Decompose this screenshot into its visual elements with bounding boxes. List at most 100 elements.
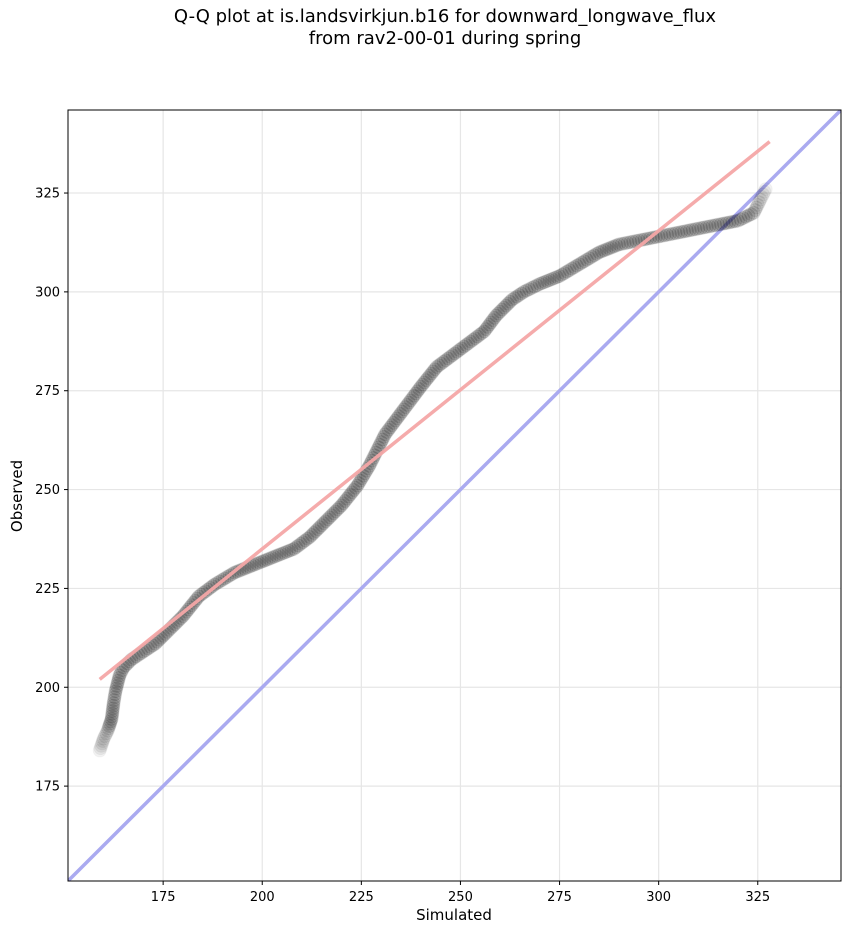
y-tick-label: 250 bbox=[35, 483, 60, 498]
quantile-point bbox=[95, 734, 110, 749]
quantile-point bbox=[348, 480, 363, 495]
quantile-point bbox=[668, 226, 683, 241]
quantile-point bbox=[338, 493, 353, 508]
quantile-point bbox=[555, 267, 570, 282]
quantile-point bbox=[381, 422, 396, 437]
quantile-point bbox=[101, 721, 116, 736]
quantile-point bbox=[346, 483, 361, 498]
quantile-point bbox=[383, 420, 398, 435]
quantile-point bbox=[447, 346, 462, 361]
quantile-point bbox=[379, 424, 394, 439]
x-tick-label: 175 bbox=[151, 890, 176, 905]
quantile-point bbox=[620, 235, 635, 250]
y-tick-label: 225 bbox=[35, 582, 60, 597]
quantile-point bbox=[671, 225, 686, 240]
quantile-point bbox=[302, 530, 317, 545]
quantile-point bbox=[677, 224, 692, 239]
quantile-point bbox=[480, 319, 495, 334]
y-tick-label: 200 bbox=[35, 681, 60, 696]
quantile-point bbox=[468, 331, 483, 346]
quantile-point bbox=[247, 557, 262, 572]
quantile-point bbox=[599, 242, 614, 257]
quantile-point bbox=[472, 327, 487, 342]
quantile-point bbox=[750, 197, 765, 212]
quantile-point bbox=[99, 726, 114, 741]
quantile-point bbox=[384, 418, 399, 433]
quantile-point bbox=[390, 411, 405, 426]
quantile-point bbox=[532, 276, 547, 291]
quantile-point bbox=[607, 239, 622, 254]
x-tick-label: 225 bbox=[349, 890, 374, 905]
quantile-point bbox=[412, 382, 427, 397]
quantile-point bbox=[375, 432, 390, 447]
quantile-point bbox=[111, 673, 126, 688]
quantile-point bbox=[326, 506, 341, 521]
quantile-point bbox=[757, 185, 771, 199]
quantile-point bbox=[112, 668, 127, 683]
quantile-point bbox=[107, 690, 122, 705]
quantile-point bbox=[289, 540, 304, 555]
quantile-point bbox=[298, 533, 313, 548]
quantile-point bbox=[756, 187, 770, 201]
quantile-point bbox=[702, 219, 717, 234]
quantile-point bbox=[306, 526, 321, 541]
quantile-point bbox=[736, 211, 751, 226]
quantile-point bbox=[582, 251, 597, 266]
quantile-point bbox=[657, 228, 672, 243]
quantile-point bbox=[374, 435, 389, 450]
quantile-point bbox=[413, 379, 428, 394]
quantile-point bbox=[604, 240, 619, 255]
quantile-point bbox=[417, 375, 432, 390]
quantile-point bbox=[277, 545, 292, 560]
grid bbox=[68, 110, 841, 881]
quantile-point bbox=[434, 356, 449, 371]
quantile-point bbox=[753, 192, 768, 207]
quantile-point bbox=[316, 516, 331, 531]
quantile-point bbox=[405, 391, 420, 406]
quantile-point bbox=[95, 736, 110, 751]
quantile-point bbox=[730, 213, 745, 228]
quantile-point bbox=[422, 368, 437, 383]
x-tick-label: 275 bbox=[547, 890, 572, 905]
quantile-point bbox=[304, 528, 319, 543]
quantile-point bbox=[708, 218, 723, 233]
quantile-point bbox=[330, 502, 345, 517]
quantile-point bbox=[497, 300, 512, 315]
quantile-point bbox=[516, 284, 531, 299]
quantile-point bbox=[106, 698, 121, 713]
quantile-point bbox=[577, 254, 592, 269]
quantile-point bbox=[97, 729, 112, 744]
quantile-point bbox=[296, 535, 311, 550]
quantile-point bbox=[391, 409, 406, 424]
quantile-point bbox=[345, 485, 360, 500]
quantile-point bbox=[264, 550, 279, 565]
quantile-point bbox=[499, 298, 514, 313]
quantile-point bbox=[403, 393, 418, 408]
quantile-point bbox=[564, 261, 579, 276]
quantile-point bbox=[748, 203, 763, 218]
quantile-point bbox=[484, 315, 499, 330]
quantile-point bbox=[502, 294, 517, 309]
quantile-point bbox=[550, 270, 565, 285]
quantile-point bbox=[109, 681, 124, 696]
quantile-point bbox=[291, 538, 306, 553]
quantile-point bbox=[408, 386, 423, 401]
quantile-point bbox=[332, 500, 347, 515]
quantile-point bbox=[589, 246, 604, 261]
quantile-point bbox=[456, 339, 471, 354]
quantile-point bbox=[395, 404, 410, 419]
y-tick-label: 275 bbox=[35, 384, 60, 399]
quantile-point bbox=[415, 377, 430, 392]
quantile-point bbox=[691, 221, 706, 236]
quantile-point bbox=[322, 510, 337, 525]
quantile-point bbox=[459, 337, 474, 352]
quantile-point bbox=[372, 437, 387, 452]
quantile-point bbox=[738, 209, 753, 224]
quantile-point bbox=[419, 373, 434, 388]
quantile-point bbox=[378, 427, 393, 442]
quantile-point bbox=[682, 223, 697, 238]
quantile-point bbox=[725, 214, 740, 229]
quantile-point bbox=[293, 536, 308, 551]
fit-line bbox=[98, 140, 771, 681]
quantile-point bbox=[509, 289, 524, 304]
